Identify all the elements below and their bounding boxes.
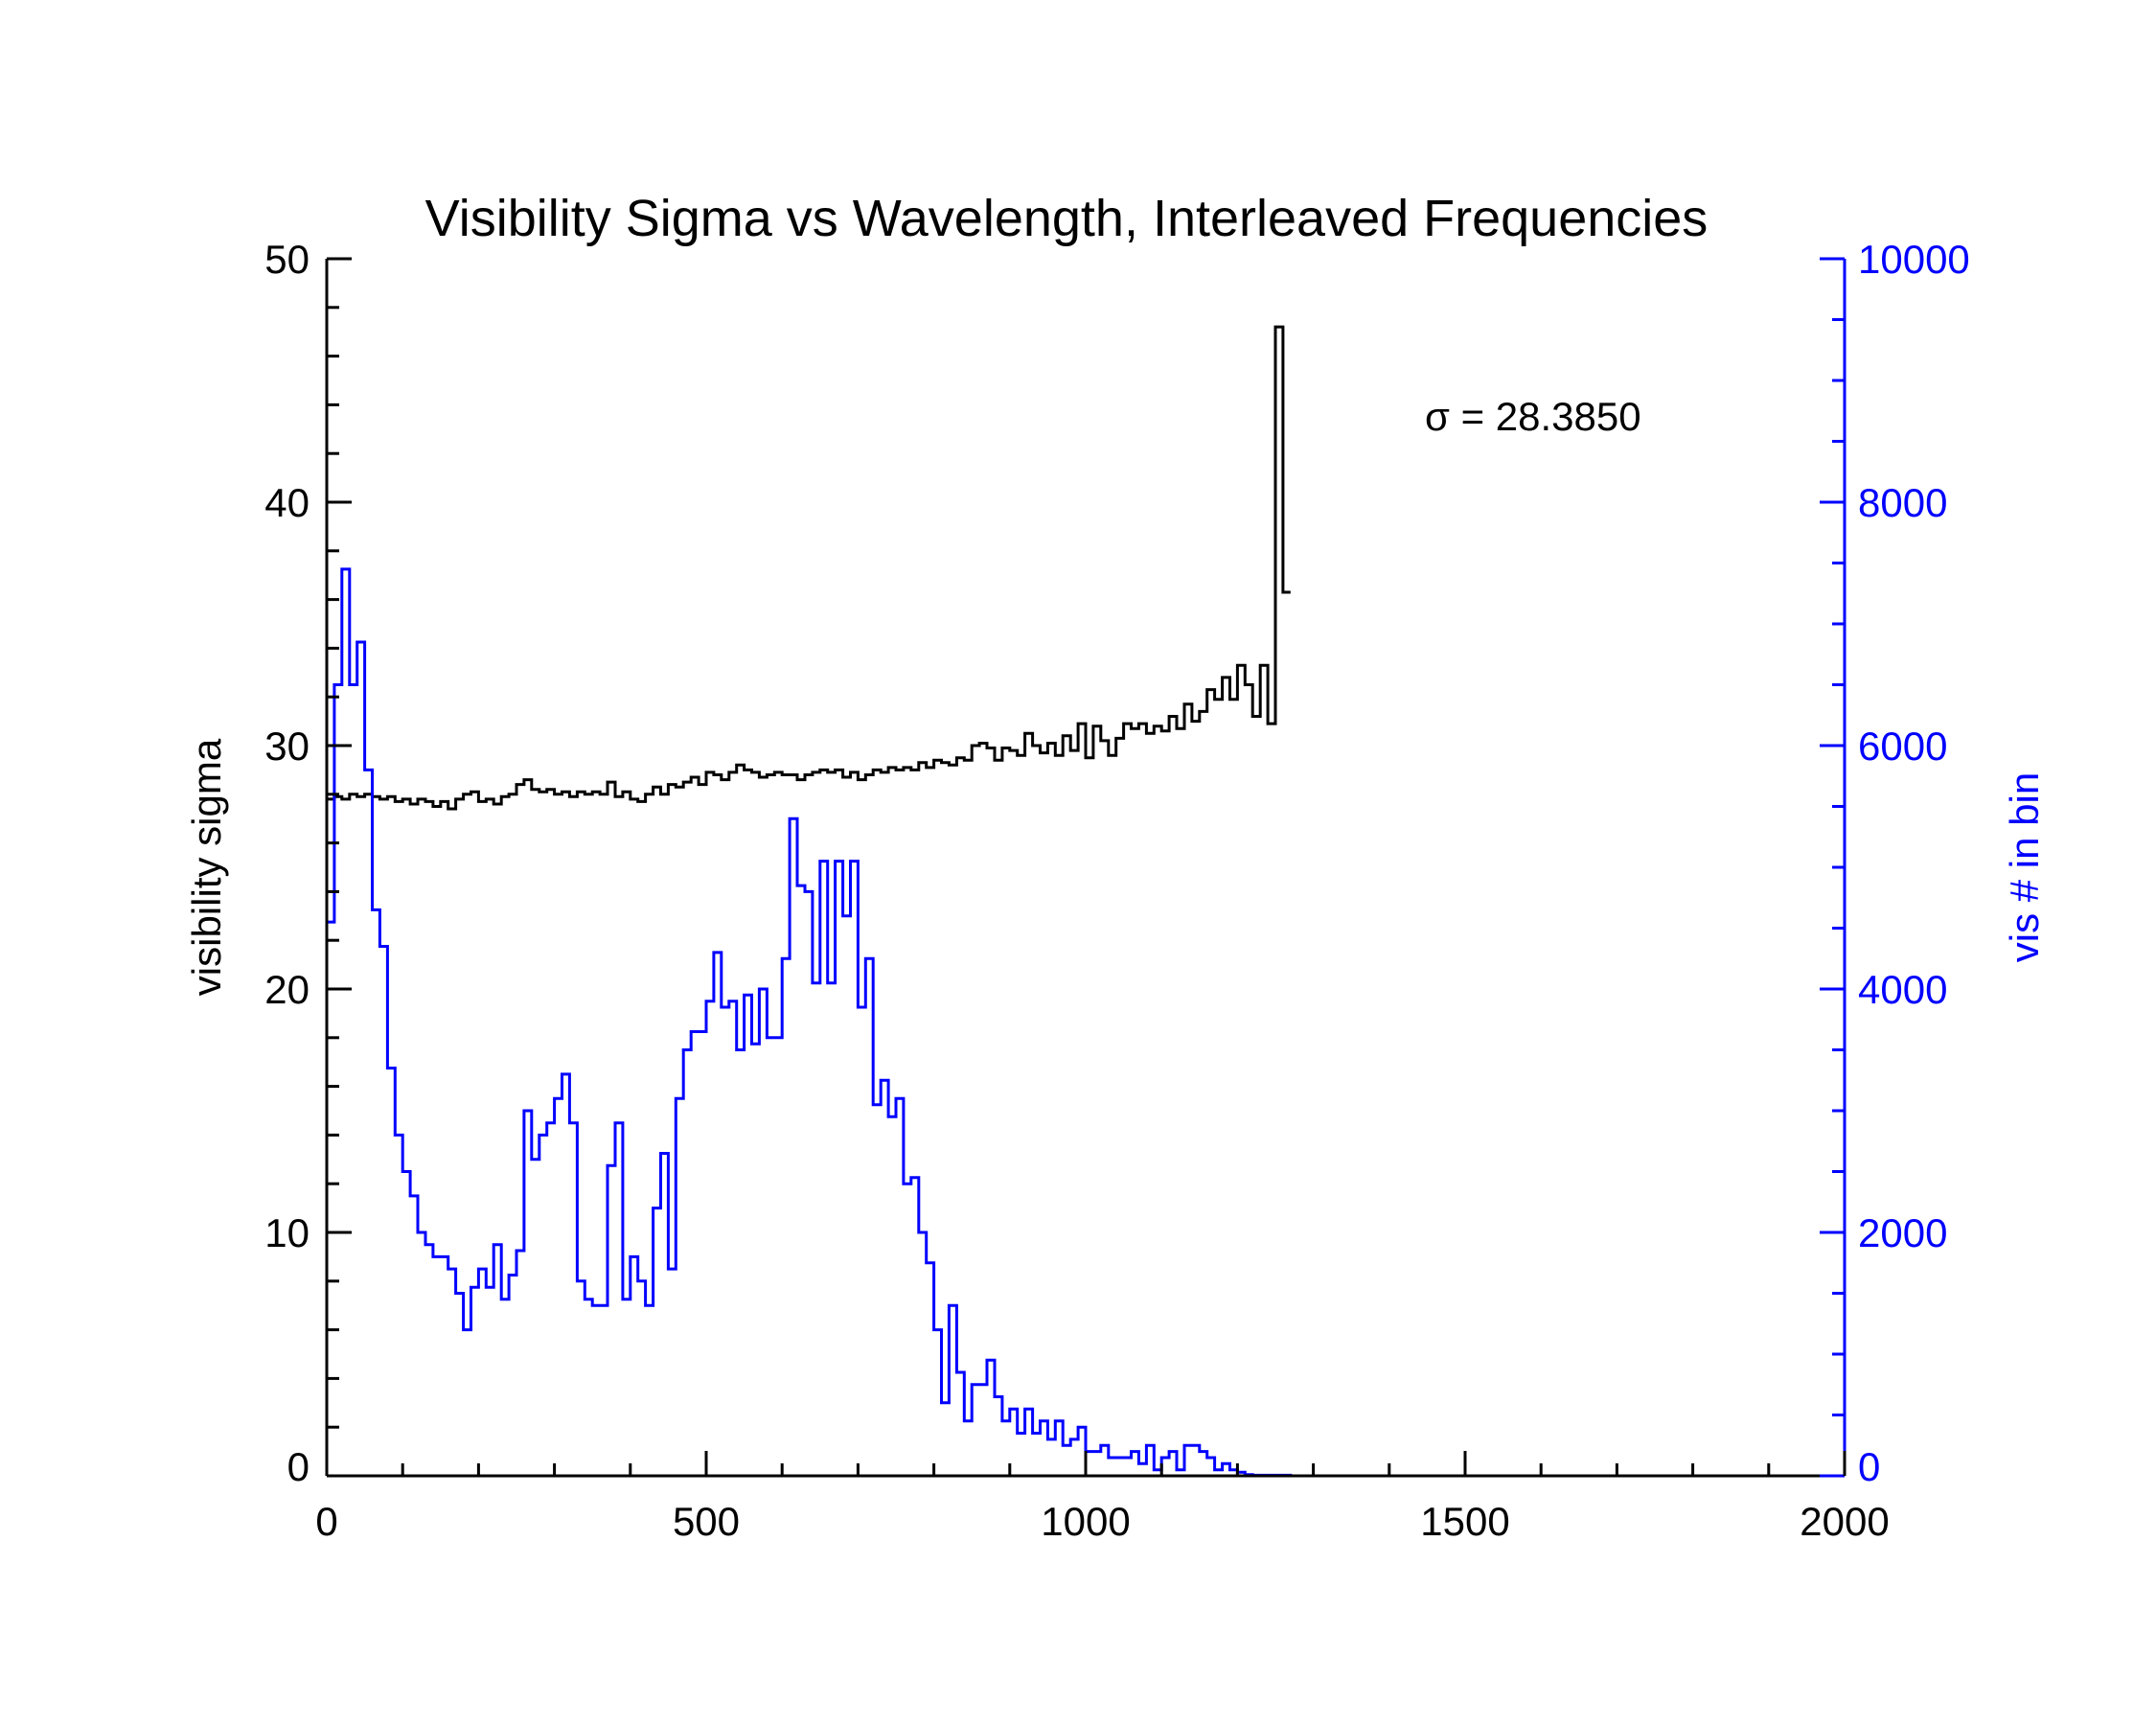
- chart-title: Visibility Sigma vs Wavelength, Interlea…: [425, 190, 1709, 247]
- y-tick-label-right: 10000: [1858, 237, 1970, 282]
- x-tick-label: 1000: [1041, 1499, 1130, 1544]
- left-axis-ticks: 0 10 20 30 40 50: [264, 237, 352, 1489]
- right-axis-ticks: 0 2000 4000 6000 8000 10000: [1820, 237, 1970, 1489]
- count-histogram-line: [325, 567, 1845, 1478]
- y-tick-label-right: 2000: [1858, 1210, 1947, 1255]
- y-tick-label-right: 4000: [1858, 967, 1947, 1012]
- y-tick-label-right: 0: [1858, 1444, 1880, 1489]
- sigma-series: [327, 325, 1291, 811]
- sigma-annotation: σ = 28.3850: [1425, 394, 1641, 439]
- count-series: [325, 567, 1845, 1478]
- axes: [325, 259, 1846, 1478]
- y-tick-label-left: 40: [264, 480, 310, 525]
- y-tick-label-left: 0: [287, 1444, 310, 1489]
- y-axis-label-right: vis # in bin: [2002, 772, 2047, 962]
- x-axis-ticks: 0 500 1000 1500 2000: [315, 1451, 1890, 1544]
- x-tick-label: 1500: [1420, 1499, 1509, 1544]
- x-tick-label: 0: [315, 1499, 337, 1544]
- sigma-histogram-line: [327, 325, 1291, 811]
- y-tick-label-left: 50: [264, 237, 310, 282]
- y-tick-label-left: 30: [264, 724, 310, 769]
- y-tick-label-right: 8000: [1858, 480, 1947, 525]
- y-tick-label-right: 6000: [1858, 724, 1947, 769]
- y-tick-label-left: 10: [264, 1210, 310, 1255]
- y-axis-label: visibility sigma: [184, 738, 229, 996]
- x-tick-label: 500: [673, 1499, 740, 1544]
- x-tick-label: 2000: [1800, 1499, 1889, 1544]
- y-tick-label-left: 20: [264, 967, 310, 1012]
